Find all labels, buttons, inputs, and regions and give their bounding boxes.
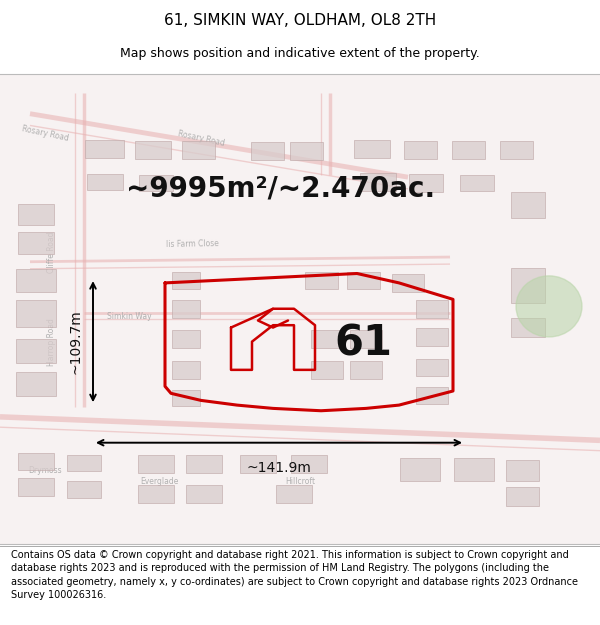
Text: ~9995m²/~2.470ac.: ~9995m²/~2.470ac. [126, 175, 435, 203]
Text: lis Farm Close: lis Farm Close [166, 239, 218, 249]
Bar [67, 454, 101, 471]
Bar [240, 455, 276, 472]
Ellipse shape [516, 276, 582, 337]
Bar [305, 272, 338, 289]
Text: Harrop Road: Harrop Road [47, 318, 56, 366]
Bar [172, 361, 200, 379]
Bar [85, 140, 125, 158]
Bar [16, 372, 56, 396]
Bar [311, 331, 343, 348]
Bar [511, 268, 545, 303]
Bar [400, 458, 440, 481]
Bar [139, 174, 173, 191]
Bar [186, 486, 222, 503]
Bar [505, 461, 539, 481]
Bar [251, 142, 284, 160]
Bar [350, 361, 382, 379]
Bar [409, 174, 443, 192]
Text: Cliffe Road: Cliffe Road [47, 232, 56, 273]
Bar [290, 142, 323, 160]
Bar [452, 141, 485, 159]
Text: Simkin Way: Simkin Way [107, 312, 151, 321]
Bar [392, 274, 424, 292]
Bar [350, 331, 382, 348]
Bar [18, 204, 54, 226]
Bar [311, 361, 343, 379]
Bar [18, 478, 54, 496]
Bar [16, 269, 56, 292]
Bar [404, 141, 437, 159]
Bar [16, 339, 56, 362]
Text: Contains OS data © Crown copyright and database right 2021. This information is : Contains OS data © Crown copyright and d… [11, 550, 578, 600]
Bar [18, 232, 54, 254]
Bar [416, 359, 448, 376]
Bar [347, 272, 380, 289]
Text: Everglade: Everglade [140, 478, 178, 486]
Bar [416, 300, 448, 318]
Bar [416, 388, 448, 404]
Bar [276, 486, 312, 503]
Bar [511, 318, 545, 337]
Text: Drymoss: Drymoss [28, 466, 62, 476]
Bar [138, 455, 174, 472]
Bar [505, 488, 539, 506]
Bar [172, 331, 200, 348]
Bar [182, 141, 215, 159]
Bar [16, 300, 56, 327]
Text: ~141.9m: ~141.9m [247, 461, 311, 474]
Bar [460, 174, 494, 191]
Text: 61: 61 [334, 323, 392, 365]
Bar [172, 272, 200, 289]
Bar [416, 328, 448, 346]
Text: Hillcroft: Hillcroft [285, 478, 315, 486]
Bar [87, 174, 123, 190]
Text: ~109.7m: ~109.7m [68, 309, 82, 374]
Bar [354, 140, 390, 158]
Text: 61, SIMKIN WAY, OLDHAM, OL8 2TH: 61, SIMKIN WAY, OLDHAM, OL8 2TH [164, 13, 436, 28]
Text: Map shows position and indicative extent of the property.: Map shows position and indicative extent… [120, 47, 480, 59]
Bar [360, 173, 396, 191]
Bar [172, 390, 200, 406]
Bar [499, 141, 533, 159]
Bar [138, 486, 174, 503]
Text: Rosary Road: Rosary Road [21, 124, 69, 143]
Bar [511, 192, 545, 218]
Bar [454, 458, 494, 481]
Text: Rosary Road: Rosary Road [177, 129, 225, 148]
Bar [291, 455, 327, 472]
Bar [67, 481, 101, 498]
Bar [135, 141, 171, 159]
Bar [186, 455, 222, 472]
Bar [172, 300, 200, 318]
Bar [18, 452, 54, 471]
